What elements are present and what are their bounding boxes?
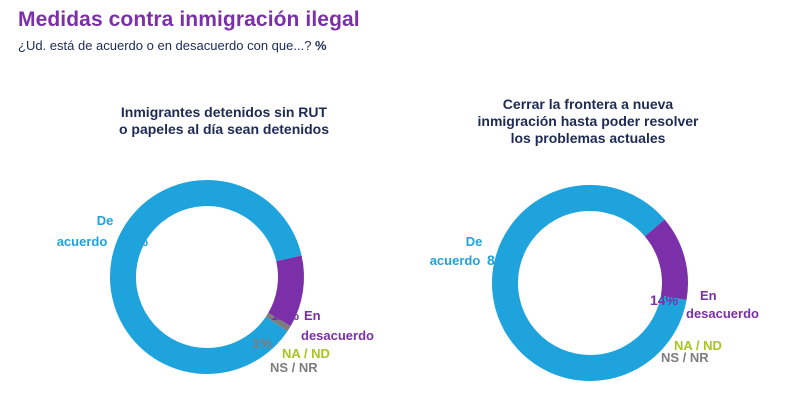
chart-title-1-line-1: Inmigrantes detenidos sin RUT	[120, 104, 328, 120]
chart-title-1-line-2: o papeles al día sean detenidos	[118, 121, 330, 137]
chart-title-2-line-3: los problemas actuales	[510, 130, 666, 146]
donut-1-slice-ns_nr	[265, 312, 291, 332]
donut-2-slice-desacuerdo	[644, 219, 688, 301]
donut-2-slice-acuerdo	[492, 185, 687, 381]
subtitle-unit: %	[315, 38, 327, 53]
chart-title-1: Inmigrantes detenidos sin RUT o papeles …	[74, 104, 374, 138]
subtitle-text: ¿Ud. está de acuerdo o en desacuerdo con…	[18, 38, 312, 53]
donut-1-label-ns_nr: NS / NR	[270, 360, 318, 375]
donut-2-label-acuerdo: De acuerdo	[430, 234, 483, 268]
donut-1-label-desacuerdo: En desacuerdo	[301, 308, 374, 343]
page-title: Medidas contra inmigración ilegal	[18, 8, 360, 31]
chart-title-2: Cerrar la frontera a nueva inmigración h…	[438, 96, 738, 147]
chart-title-2-line-2: inmigración hasta poder resolver	[477, 113, 699, 129]
chart-title-2-line-1: Cerrar la frontera a nueva	[502, 96, 674, 112]
page-subtitle: ¿Ud. está de acuerdo o en desacuerdo con…	[18, 38, 327, 53]
donut-1-slice-desacuerdo	[268, 255, 304, 327]
donut-1-value-ns_nr: 1%	[252, 335, 273, 351]
donut-2-label-ns_nr: NS / NR	[661, 350, 709, 365]
donut-2-label-desacuerdo: En desacuerdo	[686, 288, 759, 321]
donut-1-value-acuerdo: 87%	[120, 233, 149, 249]
donut-2-value-desacuerdo: 14%	[650, 292, 679, 308]
donut-1-label-acuerdo: De acuerdo	[57, 213, 114, 249]
donut-1-label-na_nd: NA / ND	[282, 346, 330, 361]
donut-1-slice-acuerdo	[110, 180, 302, 374]
donut-1-value-desacuerdo: 12%	[271, 307, 300, 323]
donut-2-value-acuerdo: 86%	[487, 252, 516, 268]
donut-2-label-na_nd: NA / ND	[674, 338, 722, 353]
